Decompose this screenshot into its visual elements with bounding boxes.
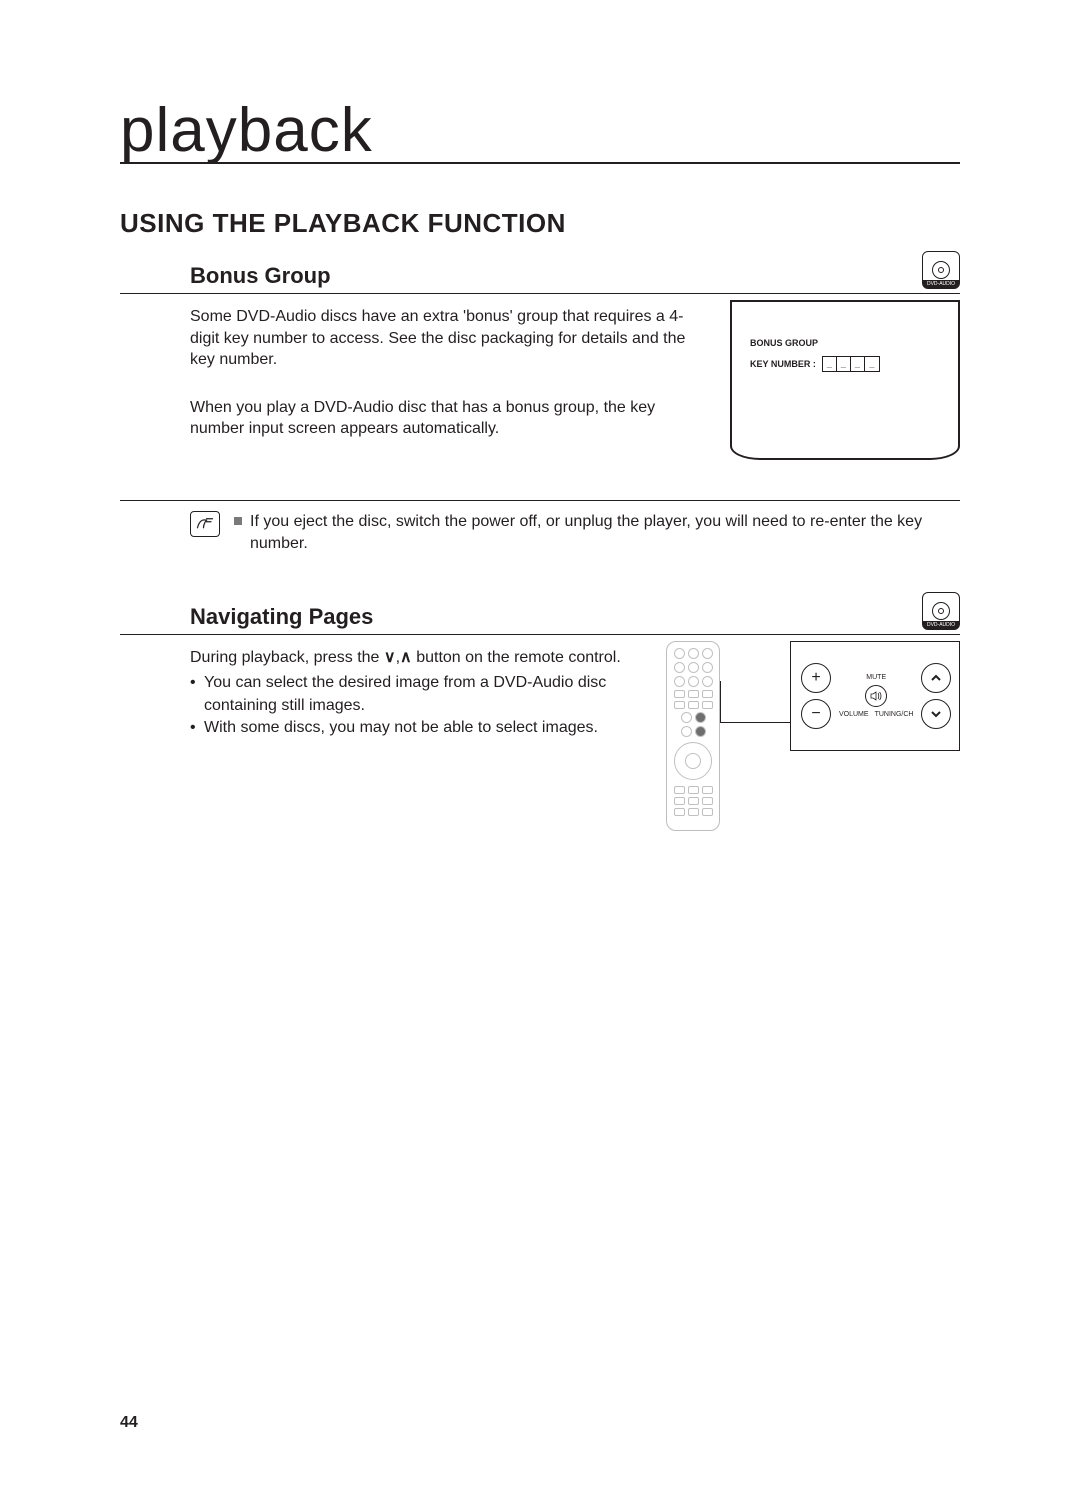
volume-up-button[interactable]: + — [801, 663, 831, 693]
screen-line2: KEY NUMBER : — [750, 359, 816, 369]
subsection-nav-header: Navigating Pages DVD-AUDIO — [120, 592, 960, 635]
section-title: USING THE PLAYBACK FUNCTION — [120, 208, 960, 239]
remote-highlight-button — [695, 712, 706, 723]
bonus-paragraph-2: When you play a DVD-Audio disc that has … — [190, 397, 706, 440]
tuning-label: TUNING/CH — [875, 711, 914, 718]
nav-title: Navigating Pages — [120, 604, 922, 630]
chapter-title: playback — [120, 100, 960, 164]
nav-intro: During playback, press the ∨,∧ button on… — [190, 647, 642, 669]
volume-label: VOLUME — [839, 711, 869, 718]
nav-bullet-1: You can select the desired image from a … — [190, 672, 642, 717]
page-number: 44 — [120, 1414, 138, 1432]
note-bullet-icon — [234, 517, 242, 525]
nav-bullet-2: With some discs, you may not be able to … — [190, 717, 642, 739]
subsection-bonus-header: Bonus Group DVD-AUDIO — [120, 251, 960, 294]
remote-control — [666, 641, 720, 831]
screen-line1: BONUS GROUP — [750, 338, 940, 348]
mute-label: MUTE — [866, 674, 886, 681]
note-icon — [190, 511, 220, 537]
channel-down-button[interactable] — [921, 699, 951, 729]
remote-highlight-button — [695, 726, 706, 737]
remote-figure: + − MUTE VOLUME TUNING/CH — [666, 641, 960, 831]
key-number-boxes: _ _ _ _ — [822, 356, 880, 372]
remote-dpad — [674, 742, 712, 780]
callout-line — [720, 681, 790, 723]
note-block: If you eject the disc, switch the power … — [120, 500, 960, 556]
volume-down-button[interactable]: − — [801, 699, 831, 729]
mute-button[interactable] — [865, 685, 887, 707]
bonus-title: Bonus Group — [120, 263, 922, 289]
control-panel-closeup: + − MUTE VOLUME TUNING/CH — [790, 641, 960, 751]
channel-up-button[interactable] — [921, 663, 951, 693]
bonus-paragraph-1: Some DVD-Audio discs have an extra 'bonu… — [190, 306, 706, 371]
note-text: If you eject the disc, switch the power … — [250, 511, 960, 556]
tv-screen-figure: BONUS GROUP KEY NUMBER : _ _ _ _ — [730, 300, 960, 460]
dvd-audio-icon: DVD-AUDIO — [922, 251, 960, 289]
dvd-audio-icon: DVD-AUDIO — [922, 592, 960, 630]
